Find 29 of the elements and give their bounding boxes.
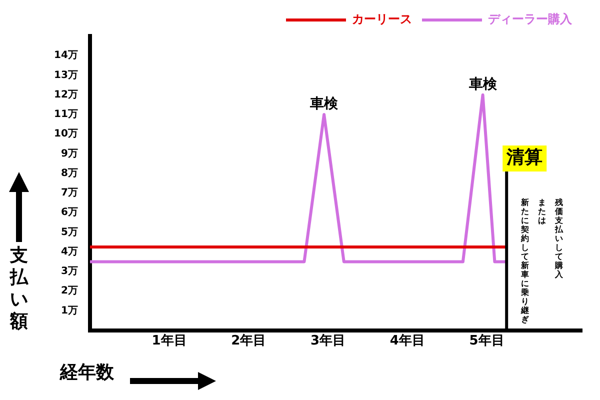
y-tick-label: 4万 — [60, 246, 78, 258]
legend-label: カーリース — [352, 12, 412, 26]
y-tick-label: 11万 — [54, 109, 78, 120]
y-tick-label: 6万 — [60, 207, 78, 218]
y-tick-label: 5万 — [60, 226, 78, 238]
annotation: または — [538, 198, 546, 225]
y-tick-label: 1万 — [60, 305, 78, 316]
y-tick-label: 10万 — [54, 128, 78, 140]
y-tick-label: 9万 — [60, 148, 78, 160]
text: 残価支払いして購入 — [555, 198, 563, 279]
annotation: 車検 — [309, 96, 340, 112]
y-tick-label: 8万 — [60, 168, 78, 179]
x-tick-label: 5年目 — [469, 334, 504, 349]
ref-line-label: 清算 — [506, 147, 543, 168]
x-tick-label: 2年目 — [231, 334, 266, 349]
x-axis-title: 経年数 — [60, 361, 114, 384]
y-tick-label: 13万 — [54, 70, 78, 81]
y-tick-label: 7万 — [60, 188, 78, 199]
y-tick-label: 12万 — [54, 89, 78, 100]
x-tick-label: 3年目 — [310, 334, 346, 349]
y-axis-title: 支払い額 — [10, 245, 28, 333]
text: 新たに契約して新車に乗り継ぎ — [521, 198, 529, 324]
x-tick-label: 4年目 — [390, 334, 425, 349]
y-tick-label: 2万 — [60, 286, 78, 297]
annotation: 車検 — [468, 76, 498, 93]
y-tick-label: 14万 — [54, 50, 78, 62]
legend-label: ディーラー購入 — [488, 12, 573, 26]
x-tick-label: 1年目 — [152, 334, 187, 349]
y-tick-label: 3万 — [60, 266, 78, 278]
